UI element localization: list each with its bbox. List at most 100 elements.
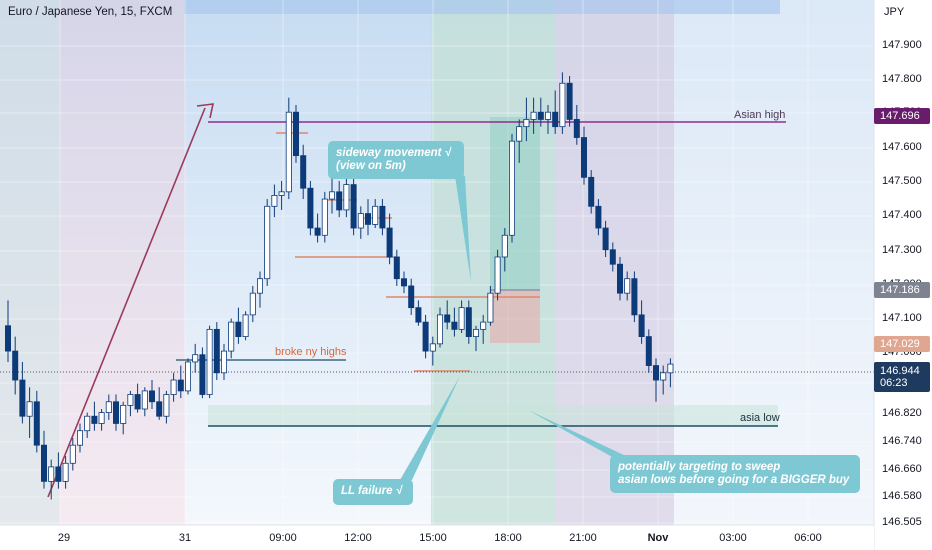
broke-ny-highs-label: broke ny highs	[275, 346, 347, 358]
candle-down	[33, 401, 40, 446]
candle-up	[206, 328, 213, 395]
candle-up	[69, 444, 76, 464]
price-tick-label: 147.900	[882, 39, 922, 51]
time-tick-label: 03:00	[719, 532, 747, 544]
candle-up	[285, 111, 292, 193]
candle-up	[170, 379, 177, 395]
session-band-1	[0, 0, 60, 525]
candle-up	[192, 354, 199, 363]
symbol-title: Euro / Japanese Yen, 15, FXCM	[8, 6, 173, 18]
candle-down	[386, 227, 393, 258]
candle-up	[321, 198, 328, 236]
ll-failure-callout: LL failure √	[333, 479, 413, 505]
targeting-callout-pointer	[528, 410, 626, 458]
candle-down	[400, 278, 407, 287]
candle-down	[631, 278, 638, 316]
candle-up	[62, 462, 69, 482]
candle-down	[19, 379, 26, 417]
candle-down	[552, 111, 559, 128]
price-tick-label: 147.100	[882, 312, 922, 324]
sideway-callout-pointer	[455, 176, 471, 282]
time-tick-label: 09:00	[269, 532, 297, 544]
candle-down	[588, 176, 595, 207]
last-price-tag: 147.186	[874, 282, 930, 298]
candle-down	[350, 184, 357, 229]
trend-arrow-head	[196, 103, 215, 119]
candle-up	[472, 328, 479, 338]
candle-down	[602, 227, 609, 251]
candle-up	[372, 205, 379, 225]
candle-up	[184, 361, 191, 392]
price-axis-panel[interactable]	[874, 0, 932, 550]
sideway-movement-callout: sideway movement √ (view on 5m)	[328, 141, 464, 179]
price-grid	[59, 0, 809, 525]
candle-down	[645, 336, 652, 366]
candle-up	[660, 372, 667, 381]
candle-down	[307, 187, 314, 229]
asian-high-label: Asian high	[734, 109, 786, 121]
price-tick-label: 146.505	[882, 516, 922, 528]
candle-up	[501, 234, 508, 258]
candle-up	[264, 205, 271, 280]
candle-down	[300, 155, 307, 189]
current-price-value: 146.944	[880, 365, 920, 377]
candle-up	[127, 394, 134, 406]
time-tick-label: 31	[178, 532, 192, 544]
candle-up	[357, 213, 364, 229]
candle-up	[624, 278, 631, 294]
candle-down	[638, 314, 645, 338]
candle-up	[256, 278, 263, 294]
asia-low-label: asia low	[740, 412, 780, 424]
time-tick-label: 12:00	[344, 532, 372, 544]
price-tick-label: 146.660	[882, 463, 922, 475]
candle-down	[213, 328, 220, 374]
candle-up	[667, 363, 674, 374]
position-stop-zone	[490, 290, 540, 343]
trend-arrow-line	[47, 107, 206, 498]
candle-down	[422, 321, 429, 352]
candle-down	[609, 249, 616, 265]
candle-up	[278, 191, 285, 196]
candle-up	[516, 126, 523, 142]
candle-down	[314, 227, 321, 236]
price-tick-label: 147.300	[882, 244, 922, 256]
time-axis-panel[interactable]	[0, 525, 874, 550]
candle-down	[199, 354, 206, 395]
top-strip	[184, 0, 780, 14]
candle-up	[105, 401, 112, 414]
price-tick-label: 147.400	[882, 209, 922, 221]
candle-down	[617, 263, 624, 294]
candle-up	[141, 390, 148, 410]
price-tick-label: 146.580	[882, 490, 922, 502]
candle-down	[653, 365, 660, 381]
price-tick-label: 146.740	[882, 435, 922, 447]
candle-up	[271, 195, 278, 207]
candle-up	[242, 314, 249, 338]
candlesticks	[5, 72, 674, 500]
candle-down	[444, 314, 451, 323]
candle-up	[436, 314, 443, 345]
candle-down	[12, 350, 19, 381]
candle-down	[408, 285, 415, 309]
candle-up	[480, 321, 487, 330]
candle-down	[134, 394, 141, 410]
candle-up	[530, 111, 537, 120]
asia-low-zone	[208, 405, 778, 426]
time-tick-label: 29	[57, 532, 71, 544]
candle-down	[573, 119, 580, 138]
candle-down	[393, 256, 400, 280]
bar-countdown: 06:23	[880, 377, 908, 389]
candle-down	[55, 466, 62, 482]
candle-down	[566, 82, 573, 120]
candle-down	[465, 307, 472, 338]
candle-down	[41, 444, 48, 482]
candle-up	[508, 140, 515, 236]
targeting-callout: potentially targeting to sweep asian low…	[610, 455, 860, 493]
currency-label: JPY	[884, 6, 905, 18]
time-tick-label: 15:00	[419, 532, 447, 544]
candle-down	[415, 307, 422, 323]
candle-up	[458, 307, 465, 330]
candle-down	[537, 111, 544, 120]
candle-down	[292, 111, 299, 157]
